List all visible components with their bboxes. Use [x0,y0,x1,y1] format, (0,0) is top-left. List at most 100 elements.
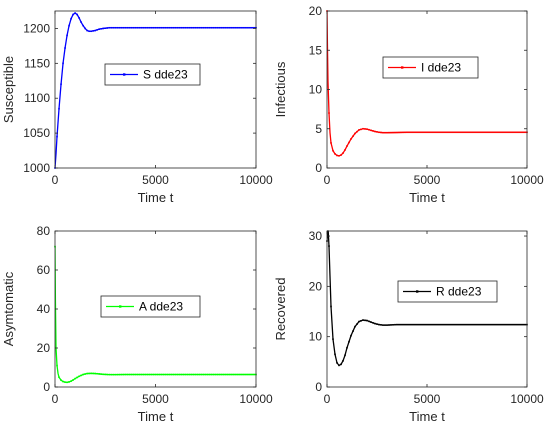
series-point [233,26,235,29]
series-point [418,323,420,326]
series-point [239,26,241,29]
series-point [432,323,434,326]
series-point [496,323,498,326]
series-point [124,373,127,376]
series-point [490,131,492,134]
series-point [404,131,406,134]
series-point [166,373,169,376]
legend-box [100,295,201,318]
y-tick-label: 40 [37,302,51,316]
series-point [438,131,440,134]
series-point [196,26,199,29]
series-point [464,131,466,134]
series-point [76,13,78,16]
series-point [390,324,392,326]
series-point [152,26,155,29]
x-tick-label: 5000 [142,392,169,406]
series-point [136,373,139,376]
series-point [180,26,183,29]
series-point [506,131,508,134]
series-point [452,323,454,326]
series-point [454,131,456,134]
series-point [518,323,520,326]
y-axis-label: Asymtomatic [1,271,16,346]
series-point [332,338,334,340]
series-point [414,323,416,326]
series-point [88,372,90,375]
x-tick-label: 5000 [414,173,441,187]
series-point [249,373,251,376]
series-point [231,26,233,29]
legend-label: I dde23 [421,61,461,75]
legend: I dde23 [382,56,479,79]
series-point [342,152,344,154]
y-tick-label: 20 [309,279,323,293]
series-point [330,142,332,144]
series-point [60,83,62,86]
series-point [392,131,394,134]
series-point [126,373,129,376]
series-point [206,373,209,376]
series-point [110,26,113,29]
series-point [380,131,382,134]
series-point [516,131,518,134]
series-point [162,26,165,29]
series-point [68,24,70,27]
series-point [330,305,332,308]
series-point [344,149,346,151]
series-point [219,26,221,29]
series-point [176,26,179,29]
series-point [388,131,390,134]
series-point [82,24,84,27]
y-tick-label: 60 [37,263,51,277]
series-point [364,128,366,130]
series-point [198,26,201,29]
series-point [94,29,96,32]
series-point [56,135,58,138]
series-point [478,131,480,134]
series-point [378,323,380,326]
series-point [524,323,526,326]
series-point [202,26,205,29]
plot-area [327,11,527,168]
series-point [376,131,378,133]
series-point [98,28,101,30]
legend: A dde23 [100,295,201,318]
series-point [90,372,92,375]
series-point [406,323,408,326]
series-point [346,145,348,147]
y-tick-label: 0 [43,380,50,394]
series-point [78,17,80,19]
series-point [456,323,458,326]
series-point [184,373,187,376]
series-point [215,26,217,29]
series-point [60,379,62,381]
series-point [458,131,460,134]
series-point [96,29,99,31]
series-point [456,131,458,134]
series-point [225,373,227,376]
series-point [58,107,60,110]
series-point [170,373,173,376]
series-point [68,381,70,383]
x-tick-label: 5000 [414,392,441,406]
series-point [512,131,514,134]
series-point [342,360,344,362]
series-point [120,373,123,376]
series-point [448,131,450,134]
series-point [134,373,137,376]
y-tick-label: 1050 [23,126,50,140]
series-point [86,29,88,32]
series-point [110,373,113,376]
series-point [182,373,185,376]
series-point [440,323,442,326]
series-point [154,373,157,376]
y-tick-label: 30 [309,229,323,243]
series-point [146,373,149,376]
x-tick-label: 0 [324,392,331,406]
series-point [84,373,86,375]
series-point [204,373,207,376]
series-point [398,131,400,134]
series-point [460,131,462,134]
series-point [402,131,404,134]
